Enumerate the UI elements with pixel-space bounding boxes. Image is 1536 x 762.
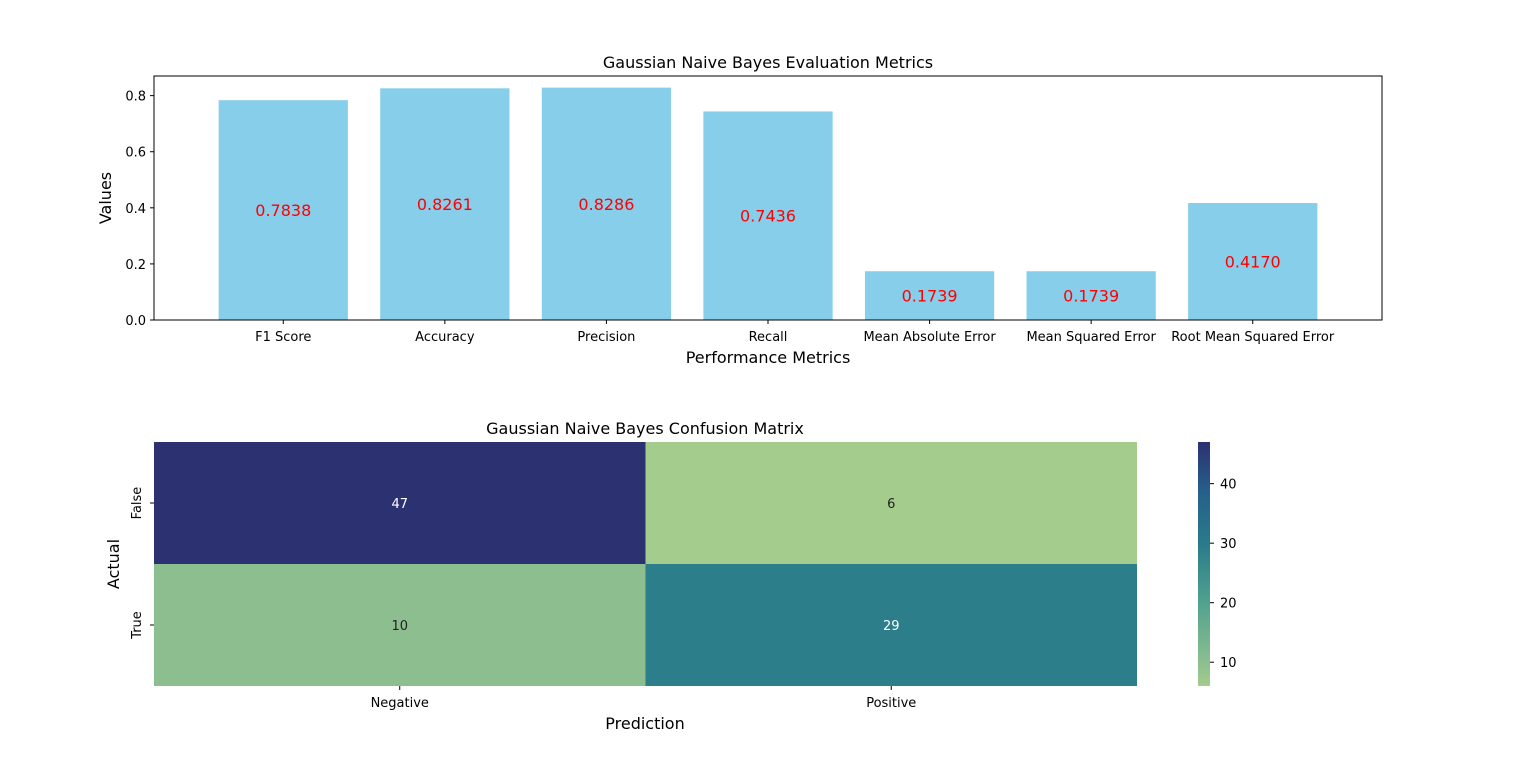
heatmap-y-axis-label: Actual bbox=[104, 539, 123, 589]
heatmap-cell-value: 6 bbox=[887, 497, 895, 512]
y-tick-label: 0.6 bbox=[125, 146, 146, 161]
bar-y-axis-label: Values bbox=[96, 172, 115, 224]
bar-chart: Gaussian Naive Bayes Evaluation Metrics … bbox=[96, 53, 1383, 367]
x-tick-label: Positive bbox=[866, 696, 916, 711]
colorbar-tick-label: 10 bbox=[1220, 656, 1237, 671]
bar bbox=[218, 100, 348, 320]
y-tick-label: 0.4 bbox=[125, 202, 146, 217]
x-tick-label: Root Mean Squared Error bbox=[1171, 330, 1335, 345]
bar-x-axis: F1 Score Accuracy Precision Recall Mean Abso… bbox=[255, 320, 1335, 345]
colorbar bbox=[1198, 442, 1210, 686]
bar-value-label: 0.1739 bbox=[902, 287, 958, 306]
colorbar-axis: 10 20 30 40 bbox=[1210, 478, 1237, 671]
colorbar-tick-label: 30 bbox=[1220, 537, 1237, 552]
y-tick-label: 0.0 bbox=[125, 314, 146, 329]
y-tick-label: False bbox=[130, 487, 145, 520]
bar bbox=[1188, 203, 1318, 320]
colorbar-tick-label: 20 bbox=[1220, 597, 1237, 612]
heatmap-cell bbox=[154, 564, 646, 686]
bar-value-label: 0.7838 bbox=[255, 201, 311, 220]
bar-value-label: 0.8261 bbox=[417, 195, 473, 214]
bar-value-label: 0.4170 bbox=[1225, 253, 1281, 272]
bar-value-label: 0.8286 bbox=[578, 195, 634, 214]
heatmap-title: Gaussian Naive Bayes Confusion Matrix bbox=[486, 419, 804, 438]
bar-value-label: 0.7436 bbox=[740, 207, 796, 226]
heatmap-x-axis: Negative Positive bbox=[371, 686, 916, 711]
x-tick-label: Mean Squared Error bbox=[1026, 330, 1156, 345]
heatmap-cell bbox=[645, 564, 1137, 686]
heatmap-chart: Gaussian Naive Bayes Confusion Matrix 47… bbox=[104, 419, 1237, 733]
colorbar-tick-label: 40 bbox=[1220, 478, 1237, 493]
x-tick-label: Accuracy bbox=[415, 330, 475, 345]
heatmap-cell-value: 10 bbox=[391, 619, 408, 634]
heatmap-y-axis: False True bbox=[130, 487, 154, 640]
heatmap-cell-value: 47 bbox=[391, 497, 408, 512]
bar-group: 0.7838 0.8261 0.8286 0.7436 0.1739 0.1739 0.41… bbox=[218, 87, 1318, 321]
bar-y-axis: 0.0 0.2 0.4 0.6 0.8 bbox=[125, 90, 154, 329]
bar-chart-title: Gaussian Naive Bayes Evaluation Metrics bbox=[603, 53, 933, 72]
heatmap-cells: 47 6 10 29 bbox=[154, 442, 1137, 686]
x-tick-label: F1 Score bbox=[255, 330, 311, 345]
y-tick-label: 0.8 bbox=[125, 90, 146, 105]
x-tick-label: Negative bbox=[371, 696, 429, 711]
heatmap-cell bbox=[645, 442, 1137, 564]
heatmap-cell-value: 29 bbox=[883, 619, 900, 634]
bar bbox=[1026, 271, 1156, 320]
heatmap-cell bbox=[154, 442, 646, 564]
bar bbox=[380, 88, 510, 320]
y-tick-label: True bbox=[130, 611, 145, 640]
x-tick-label: Mean Absolute Error bbox=[863, 330, 996, 345]
bar bbox=[864, 271, 995, 320]
x-tick-label: Recall bbox=[749, 330, 788, 345]
x-tick-label: Precision bbox=[577, 330, 635, 345]
y-tick-label: 0.2 bbox=[125, 258, 146, 273]
heatmap-x-axis-label: Prediction bbox=[605, 714, 684, 733]
bar bbox=[541, 87, 672, 320]
bar bbox=[703, 111, 833, 321]
bar-value-label: 0.1739 bbox=[1063, 287, 1119, 306]
bar-x-axis-label: Performance Metrics bbox=[686, 348, 851, 367]
